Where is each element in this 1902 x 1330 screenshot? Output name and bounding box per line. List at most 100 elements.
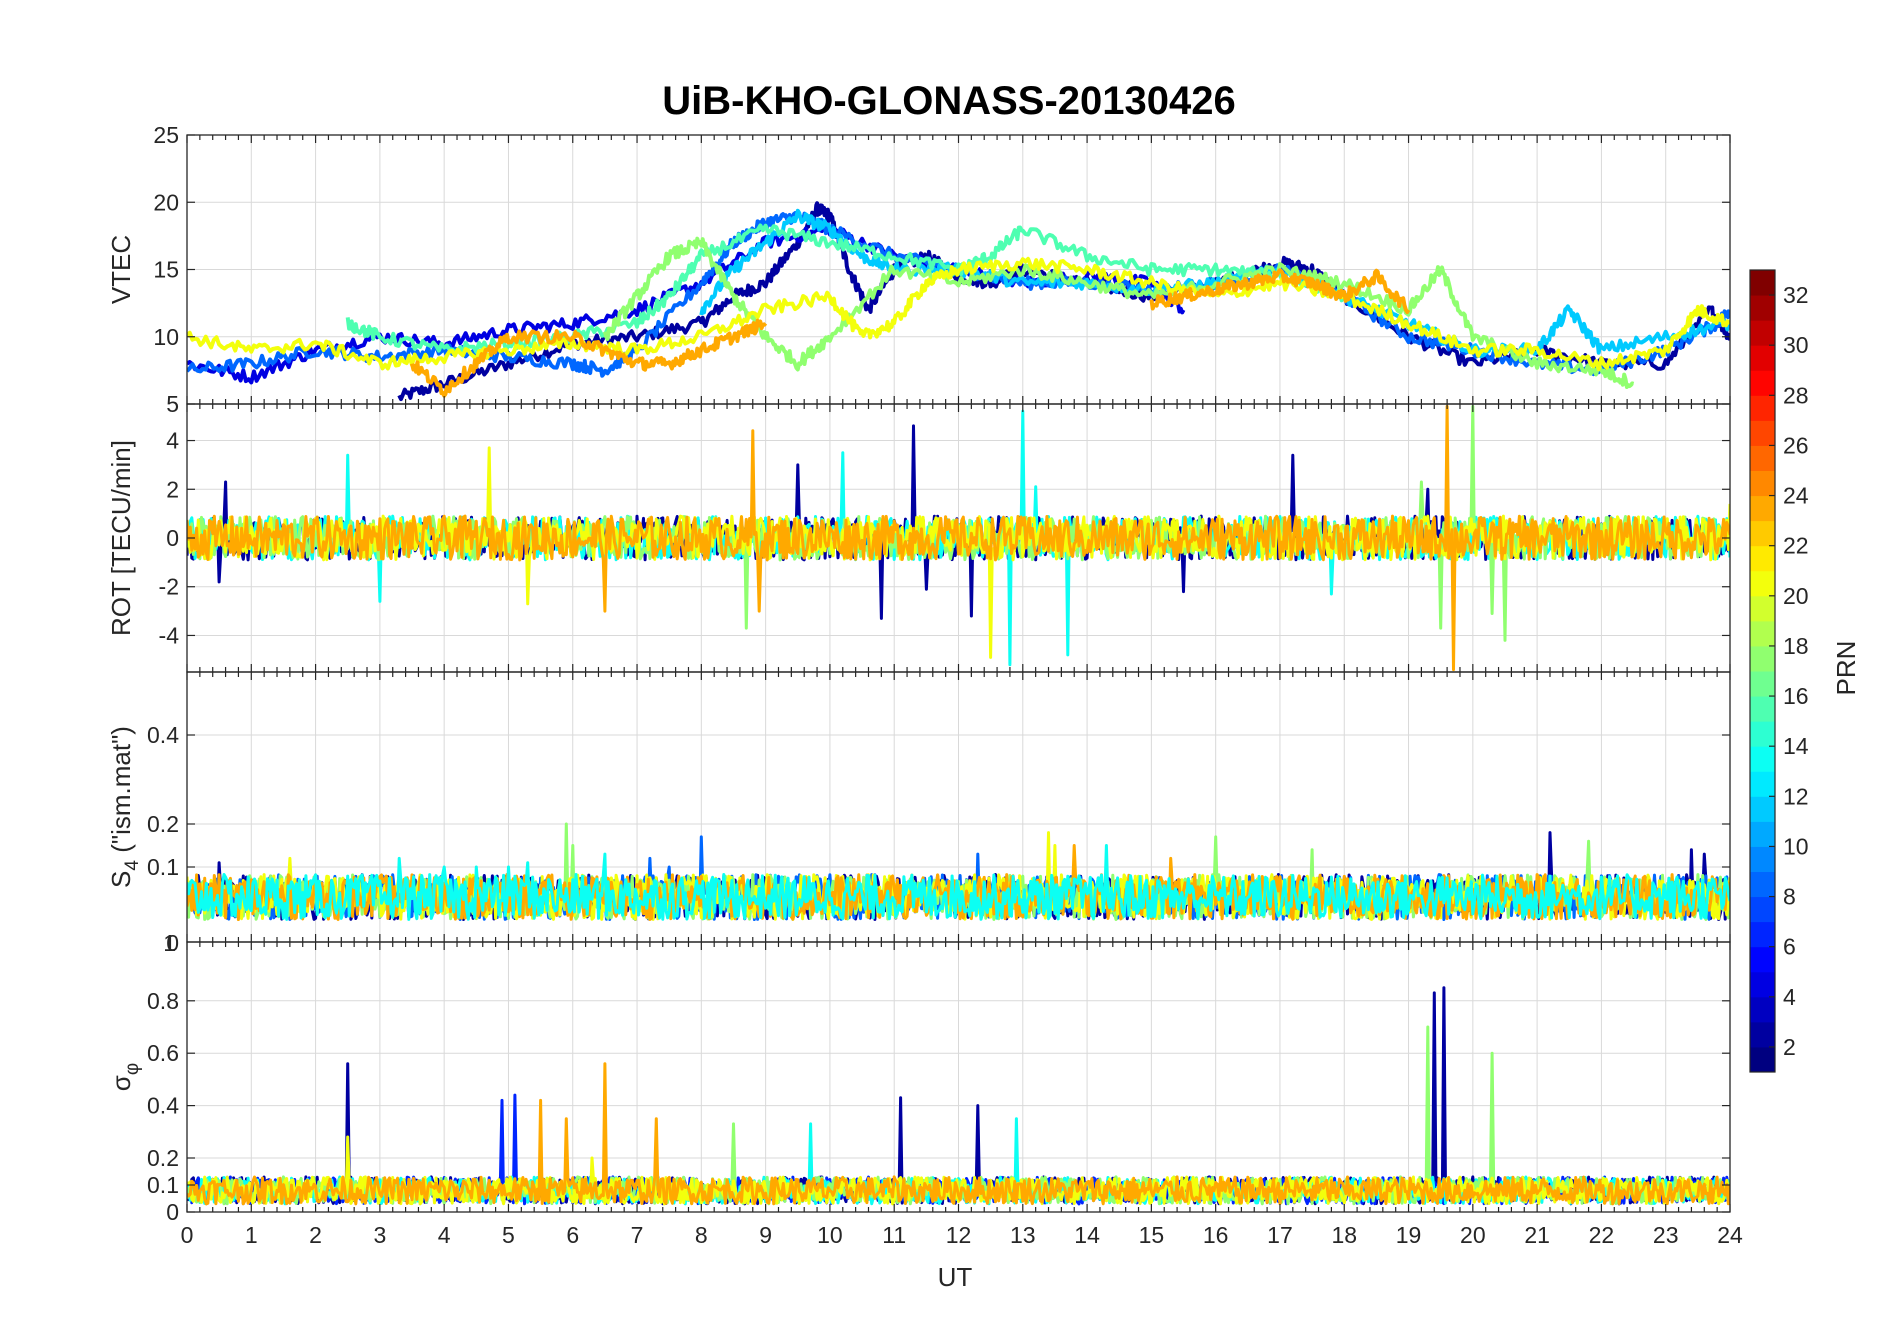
colorbar-swatch — [1750, 1021, 1775, 1048]
y-tick-label: 0.8 — [147, 988, 179, 1014]
x-tick-label: 16 — [1203, 1222, 1229, 1248]
colorbar-swatch — [1750, 595, 1775, 622]
series-group — [187, 986, 1730, 1206]
y-tick-label: 0.1 — [147, 854, 179, 880]
x-tick-label: 8 — [695, 1222, 708, 1248]
colorbar-swatch — [1750, 420, 1775, 446]
colorbar-swatch — [1750, 395, 1775, 421]
chart-title: UiB-KHO-GLONASS-20130426 — [662, 79, 1236, 123]
series-line — [410, 318, 768, 398]
colorbar-swatch — [1750, 520, 1775, 547]
colorbar-swatch — [1750, 796, 1775, 822]
colorbar-swatch — [1750, 871, 1775, 898]
x-tick-label: 10 — [817, 1222, 843, 1248]
colorbar-swatch — [1750, 821, 1775, 847]
series-line — [187, 844, 1730, 921]
x-tick-label: 13 — [1010, 1222, 1036, 1248]
x-tick-label: 24 — [1717, 1222, 1743, 1248]
x-tick-label: 9 — [759, 1222, 772, 1248]
colorbar-swatch — [1750, 470, 1775, 497]
series-group — [187, 404, 1730, 672]
y-tick-label: 0 — [166, 525, 179, 551]
colorbar-swatch — [1750, 1046, 1775, 1073]
x-axis: 0 1 2 3 4 5 6 7 8 9 10 11 12 13 14 15 16 17 18 19 20 21 22 23 24 — [181, 1222, 1743, 1248]
colorbar-tick-label: 32 — [1783, 282, 1809, 308]
colorbar-tick-label: 10 — [1783, 833, 1809, 859]
x-tick-label: 20 — [1460, 1222, 1486, 1248]
colorbar-tick-label: 6 — [1783, 934, 1796, 960]
panel-rot: -4 -2 0 2 4 ROT [TECU/min] — [106, 403, 1731, 673]
panel-vtec: 5 10 15 20 25 VTEC — [106, 122, 1731, 417]
colorbar-swatch — [1750, 495, 1775, 522]
colorbar-swatch — [1750, 746, 1775, 772]
series-line — [345, 223, 1346, 356]
colorbar-swatch — [1750, 570, 1775, 597]
colorbar-swatch — [1750, 270, 1775, 296]
y-tick-label: 15 — [153, 257, 179, 283]
y-axis-label: VTEC — [106, 235, 136, 304]
y-axis-label: σφ — [106, 1063, 143, 1091]
colorbar-swatch — [1750, 846, 1775, 872]
y-tick-label: 0.4 — [147, 1093, 179, 1119]
colorbar-swatch — [1750, 370, 1775, 396]
series-group — [187, 822, 1730, 921]
colorbar-tick-label: 24 — [1783, 483, 1809, 509]
x-tick-label: 14 — [1074, 1222, 1100, 1248]
x-tick-label: 21 — [1524, 1222, 1550, 1248]
colorbar-tick-label: 18 — [1783, 633, 1809, 659]
colorbar-swatch — [1750, 295, 1775, 321]
series-line — [187, 1062, 1730, 1206]
colorbar-frame — [1749, 269, 1776, 1073]
colorbar-tick-label: 22 — [1783, 533, 1809, 559]
colorbar-swatch — [1750, 921, 1775, 948]
y-tick-label: -4 — [159, 622, 180, 648]
colorbar-label: PRN — [1831, 641, 1861, 696]
x-tick-label: 3 — [373, 1222, 386, 1248]
y-tick-label: 25 — [153, 122, 179, 148]
colorbar-swatch — [1750, 345, 1775, 371]
colorbar-tick-label: 12 — [1783, 783, 1809, 809]
y-tick-label: -2 — [159, 574, 179, 600]
colorbar-swatch — [1750, 771, 1775, 797]
x-tick-label: 12 — [946, 1222, 972, 1248]
x-tick-label: 22 — [1589, 1222, 1615, 1248]
x-tick-label: 11 — [882, 1222, 906, 1248]
series-group — [187, 201, 1730, 402]
colorbar-swatch — [1750, 946, 1775, 973]
panel-s4: 0.1 0.2 0.4 01 S4 ("ism.mat") — [106, 671, 1731, 956]
y-tick-label: 0 — [166, 1199, 179, 1225]
x-tick-label: 18 — [1331, 1222, 1357, 1248]
colorbar-swatch — [1750, 320, 1775, 346]
x-tick-label: 15 — [1139, 1222, 1165, 1248]
y-tick-label: 0.6 — [147, 1040, 179, 1066]
y-tick-label: 0.4 — [147, 722, 179, 748]
y-tick-label: 0.2 — [147, 811, 179, 837]
y-tick-label: 4 — [166, 428, 179, 454]
y-tick-label: 0.1 — [147, 1172, 179, 1198]
series-line — [1149, 268, 1411, 315]
colorbar-tick-label: 2 — [1783, 1034, 1796, 1060]
y-axis-label: S4 ("ism.mat") — [106, 726, 143, 888]
x-tick-label: 6 — [566, 1222, 579, 1248]
colorbar-swatch — [1750, 671, 1775, 697]
colorbar-swatch — [1750, 971, 1775, 998]
x-tick-label: 5 — [502, 1222, 515, 1248]
colorbar-tick-label: 16 — [1783, 683, 1809, 709]
colorbar-swatch — [1750, 721, 1775, 747]
colorbar-swatch — [1750, 445, 1775, 471]
y-tick-label: 2 — [166, 476, 179, 502]
panel-sigma: 00.10.2 0.4 0.6 0.8 σφ — [106, 941, 1731, 1225]
colorbar-tick-label: 26 — [1783, 432, 1809, 458]
colorbar-tick-label: 14 — [1783, 733, 1809, 759]
colorbar-swatch — [1750, 620, 1775, 647]
x-tick-label: 1 — [245, 1222, 258, 1248]
colorbar-swatch — [1750, 545, 1775, 572]
x-tick-label: 19 — [1396, 1222, 1422, 1248]
colorbar-swatch — [1750, 696, 1775, 722]
y-tick-label: 10 — [153, 324, 179, 350]
x-tick-label: 0 — [181, 1222, 194, 1248]
series-line — [187, 1135, 1730, 1206]
y-tick-label: 5 — [166, 391, 179, 417]
